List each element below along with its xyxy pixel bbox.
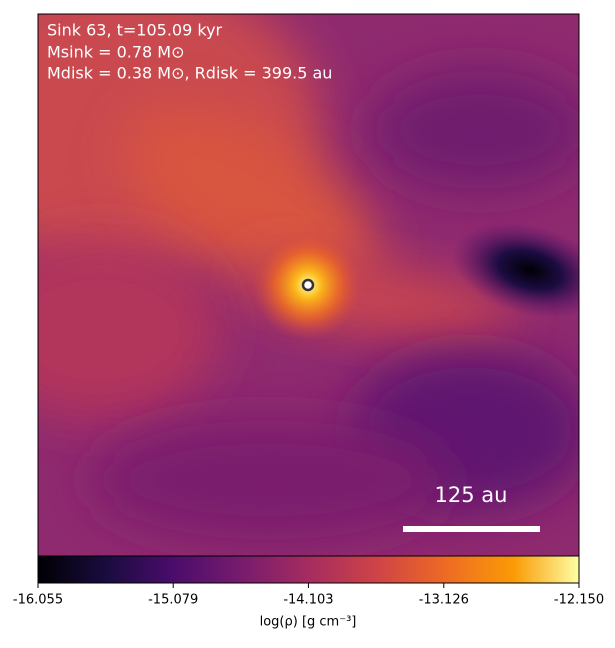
scale-bar-label: 125 au — [435, 483, 508, 507]
tick-label: -16.055 — [13, 593, 63, 608]
tick-label: -12.150 — [554, 593, 604, 608]
density-image — [38, 14, 579, 556]
tick-label: -14.103 — [283, 593, 333, 608]
tick-label: -15.079 — [148, 593, 198, 608]
tick-label: -13.126 — [419, 593, 469, 608]
annotation: Sink 63, t=105.09 kyr — [47, 21, 223, 40]
scale-bar — [403, 526, 540, 532]
annotation: Mdisk = 0.38 M⊙, Rdisk = 399.5 au — [47, 64, 332, 83]
sink-marker — [301, 278, 315, 292]
colorbar-label: log(ρ) [g cm⁻³] — [260, 615, 357, 630]
colorbar — [37, 555, 580, 584]
annotation: Msink = 0.78 M⊙ — [47, 43, 185, 62]
